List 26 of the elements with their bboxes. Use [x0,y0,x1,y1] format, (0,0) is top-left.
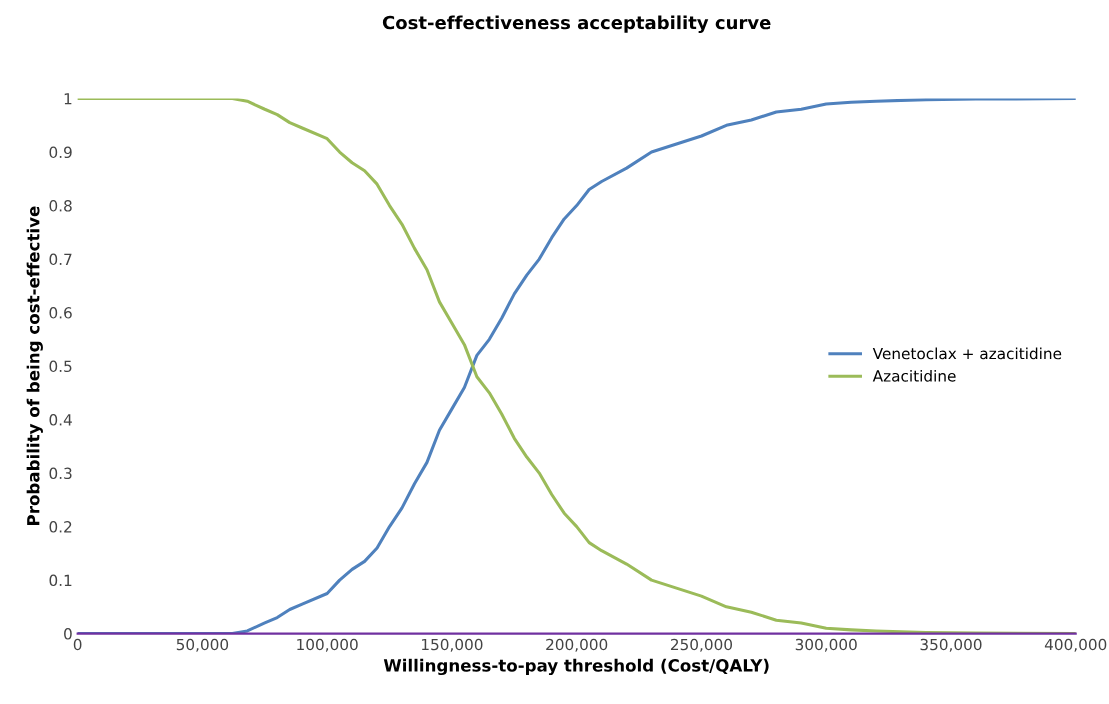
x-tick-label: 50,000 [176,638,229,652]
y-tick-label: 1 [64,93,72,105]
y-tick-label: 0.4 [49,414,72,426]
x-tick-label: 400,000 [1044,638,1107,652]
y-tick-label: 0.2 [49,521,72,533]
x-tick-label: 200,000 [546,638,608,652]
x-tick-label: 350,000 [920,638,982,652]
y-tick-label: 0.9 [49,146,72,159]
x-tick-label: 300,000 [795,638,857,652]
x-axis-title: Willingness-to-pay threshold (Cost/QALY) [383,658,769,676]
line-series [77,98,1076,634]
x-tick-label: 250,000 [670,638,733,652]
x-tick-label: 0 [73,638,82,651]
y-tick-label: 0.7 [49,253,72,266]
y-tick-label: 0 [64,628,72,640]
y-tick-label: 0.3 [49,467,72,480]
legend-label: Venetoclax + azacitidine [872,347,1062,360]
x-tick-label: 100,000 [297,638,358,652]
y-tick-label: 0.8 [49,200,72,212]
legend-label: Azacitidine [872,369,956,382]
y-axis-title: Probability of being cost-effective [26,206,43,525]
x-tick-label: 150,000 [422,638,483,652]
chart-title: Cost-effectiveness acceptability curve [382,15,771,34]
y-tick-label: 0.6 [49,307,72,319]
y-tick-label: 0.1 [49,574,72,587]
y-tick-label: 0.5 [49,360,72,373]
